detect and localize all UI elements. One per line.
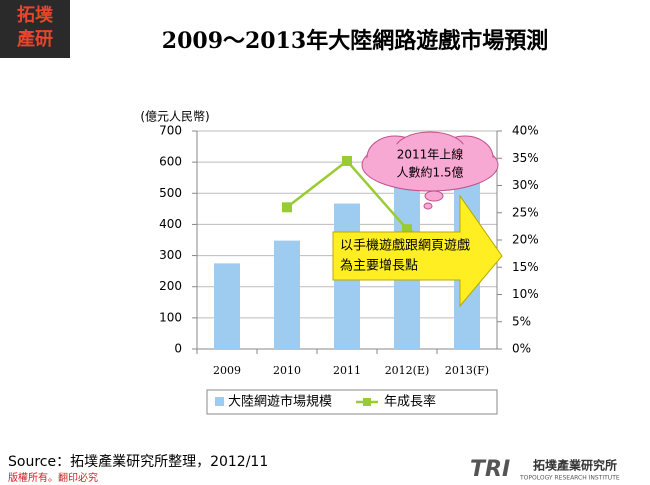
cloud-tail — [423, 202, 433, 210]
y-tick-label: 300 — [159, 248, 182, 262]
y-axis-label: (億元人民幣) — [140, 110, 209, 124]
y2-tick-label: 30% — [512, 178, 539, 192]
y2-tick-label: 5% — [512, 314, 531, 328]
y-tick-label: 500 — [159, 186, 182, 200]
x-tick-label: 2009 — [213, 364, 241, 377]
annotation: 為主要增長點 — [340, 258, 418, 274]
line-marker — [402, 224, 412, 235]
x-tick-label: 2012(E) — [385, 364, 430, 377]
line-marker — [342, 155, 352, 166]
legend-box — [206, 389, 498, 415]
logo-box — [0, 0, 70, 58]
annotation: 以手機遊戲跟網頁遊戲 — [340, 239, 470, 254]
chart-title: 2009～2013年大陸網路遊戲市場預測 — [162, 28, 548, 54]
y2-tick-label: 40% — [512, 124, 539, 138]
bar — [214, 263, 240, 349]
x-tick-label: 2010 — [273, 364, 301, 377]
annotation: 2011年上線 — [397, 147, 464, 162]
plot: 0 100 200 300 400 500 600 700 0% 5% 10% 15% 20% 25% 30… — [159, 124, 539, 415]
logo-text: 產研 — [17, 28, 53, 50]
brand: 拓墣產業研究所 — [533, 458, 617, 473]
y-tick-label: 600 — [159, 155, 182, 169]
legend-label: 年成長率 — [384, 394, 436, 410]
annotation: 人數約1.5億 — [396, 165, 463, 180]
bar — [274, 240, 300, 349]
x-tick-label: 2013(F) — [445, 364, 489, 377]
y2-tick-label: 0% — [512, 342, 531, 356]
y-tick-label: 200 — [159, 279, 182, 293]
cloud-tail — [424, 190, 444, 202]
brand-mark: TRI — [470, 457, 510, 482]
callout-arrow — [332, 194, 503, 308]
legend-swatch — [363, 398, 372, 406]
y2-tick-label: 35% — [512, 151, 539, 165]
brand-en: TOPOLOGY RESEARCH INSTITUTE — [519, 475, 620, 482]
y-tick-label: 700 — [159, 124, 182, 138]
y-tick-label: 100 — [159, 310, 182, 324]
y-tick-label: 0 — [174, 342, 182, 356]
y2-tick-label: 20% — [512, 233, 539, 247]
legend-label: 大陸網遊市場規模 — [228, 394, 332, 410]
cloud-part — [364, 141, 496, 189]
source: Source：拓墣產業研究所整理，2012/11 — [8, 453, 268, 470]
line-marker — [282, 202, 292, 213]
copyright: 版權所有。翻印必究 — [8, 471, 98, 484]
legend-swatch — [215, 397, 224, 406]
y2-tick-label: 10% — [512, 287, 539, 301]
logo-text: 拓墣 — [17, 4, 53, 26]
y-tick-label: 400 — [159, 217, 182, 231]
x-tick-label: 2011 — [333, 364, 361, 377]
y2-tick-label: 25% — [512, 205, 539, 219]
y2-tick-label: 15% — [512, 260, 539, 274]
